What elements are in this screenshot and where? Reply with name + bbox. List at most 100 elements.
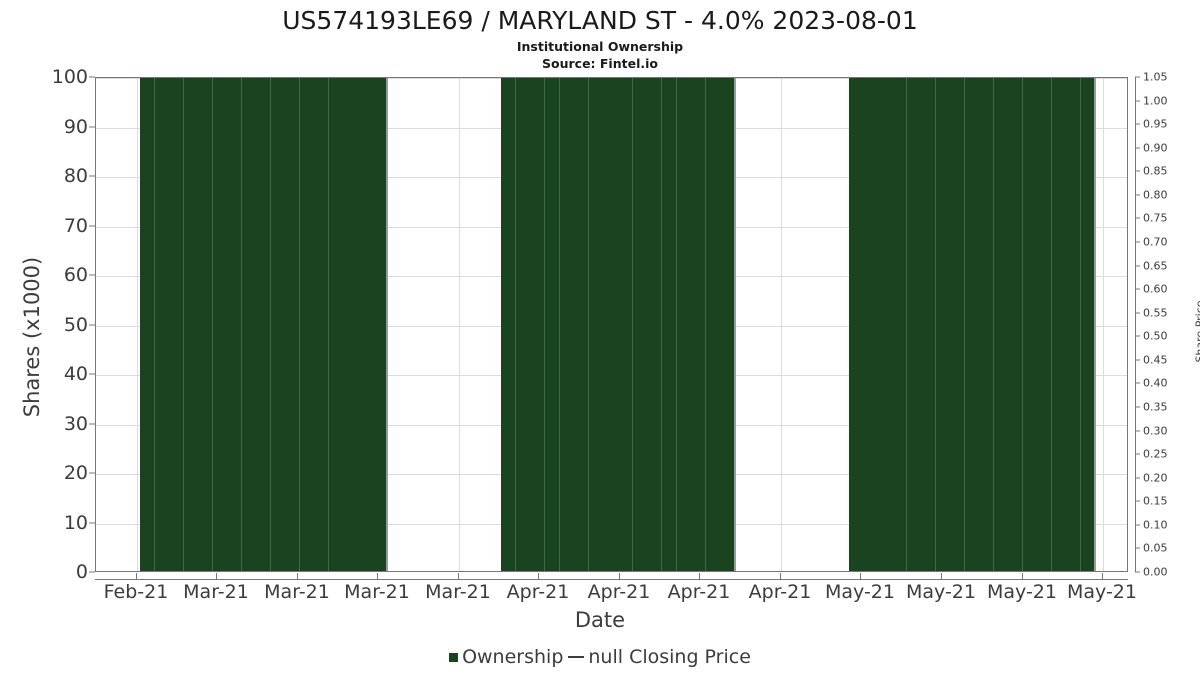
- y-axis-left-tick: [89, 76, 95, 78]
- y-axis-right-tick-label: 1.00: [1143, 94, 1168, 108]
- x-axis-title: Date: [574, 608, 626, 632]
- y-axis-right-tick: [1135, 194, 1140, 196]
- bar[interactable]: [588, 78, 604, 571]
- bar[interactable]: [212, 78, 228, 571]
- x-axis-tick: [699, 573, 700, 580]
- legend-item-closing-price[interactable]: null Closing Price: [568, 646, 751, 668]
- x-axis-tick-label: Mar-21: [344, 581, 410, 603]
- chart-legend: Ownership null Closing Price: [0, 646, 1200, 668]
- bar[interactable]: [285, 78, 301, 571]
- bar[interactable]: [950, 78, 966, 571]
- y-axis-right-tick-label: 0.10: [1143, 518, 1168, 532]
- y-axis-right-tick-label: 0.55: [1143, 306, 1168, 320]
- bar[interactable]: [691, 78, 707, 571]
- bar[interactable]: [1008, 78, 1024, 571]
- y-axis-left-tick: [89, 175, 95, 177]
- y-axis-right-tick-label: 0.00: [1143, 565, 1168, 579]
- y-axis-left-tick: [89, 522, 95, 523]
- bar[interactable]: [705, 78, 721, 571]
- bar[interactable]: [906, 78, 922, 571]
- x-axis-tick: [377, 573, 378, 580]
- x-axis-tick-label: Mar-21: [264, 581, 330, 603]
- bar[interactable]: [515, 78, 531, 571]
- y-axis-right-tick-label: 0.65: [1143, 259, 1168, 273]
- plot-area: [95, 77, 1128, 572]
- bar[interactable]: [720, 78, 736, 571]
- bar[interactable]: [357, 78, 374, 571]
- y-axis-right-line: [1135, 77, 1136, 572]
- bar[interactable]: [1080, 78, 1096, 571]
- y-axis-right-tick: [1135, 477, 1140, 479]
- x-axis-tick: [780, 573, 781, 580]
- bar[interactable]: [647, 78, 663, 571]
- y-axis-left-tick: [89, 274, 95, 276]
- bar[interactable]: [169, 78, 185, 571]
- bar[interactable]: [618, 78, 634, 571]
- y-axis-right-tick: [1135, 170, 1140, 172]
- bar[interactable]: [661, 78, 678, 571]
- y-axis-right-tick-label: 0.15: [1143, 494, 1168, 508]
- y-axis-right-tick-label: 0.90: [1143, 141, 1168, 155]
- bar[interactable]: [849, 78, 865, 571]
- bar[interactable]: [140, 78, 156, 571]
- y-axis-right-tick-label: 0.80: [1143, 188, 1168, 202]
- bar[interactable]: [892, 78, 908, 571]
- bar[interactable]: [603, 78, 619, 571]
- bar[interactable]: [270, 78, 286, 571]
- x-axis-tick: [619, 573, 620, 580]
- bar[interactable]: [676, 78, 692, 571]
- y-axis-right-tick-label: 1.05: [1143, 70, 1168, 84]
- bar[interactable]: [343, 78, 359, 571]
- bar[interactable]: [198, 78, 214, 571]
- y-axis-left-tick-label: 90: [63, 115, 88, 138]
- y-axis-right-tick: [1135, 241, 1140, 243]
- y-axis-left-title: Shares (x1000): [20, 256, 44, 418]
- bar[interactable]: [993, 78, 1009, 571]
- bar[interactable]: [183, 78, 199, 571]
- x-axis-tick: [941, 573, 942, 580]
- x-axis-tick: [1022, 573, 1023, 580]
- bar[interactable]: [530, 78, 546, 571]
- x-axis-tick-label: Mar-21: [425, 581, 491, 603]
- bar[interactable]: [328, 78, 344, 571]
- bar[interactable]: [299, 78, 315, 571]
- y-axis-right-tick: [1135, 500, 1140, 502]
- bar[interactable]: [1037, 78, 1053, 571]
- y-axis-right-tick-label: 0.35: [1143, 400, 1168, 414]
- bar[interactable]: [314, 78, 330, 571]
- y-axis-left-tick: [89, 225, 95, 226]
- y-axis-right-tick: [1135, 453, 1140, 455]
- bar[interactable]: [1022, 78, 1038, 571]
- bar[interactable]: [372, 78, 388, 571]
- bar[interactable]: [559, 78, 575, 571]
- bar[interactable]: [979, 78, 995, 571]
- y-axis-right-tick-label: 0.40: [1143, 376, 1168, 390]
- y-axis-right-title: Share Price: [1193, 300, 1200, 363]
- y-axis-right-tick: [1135, 430, 1140, 432]
- bar[interactable]: [241, 78, 257, 571]
- bar[interactable]: [964, 78, 980, 571]
- y-axis-right-tick-label: 0.45: [1143, 353, 1168, 367]
- bar[interactable]: [1051, 78, 1067, 571]
- bar[interactable]: [227, 78, 243, 571]
- bar[interactable]: [501, 78, 517, 571]
- bar[interactable]: [574, 78, 590, 571]
- y-axis-right-tick: [1135, 524, 1140, 526]
- y-axis-right-tick: [1135, 147, 1140, 149]
- bar[interactable]: [544, 78, 561, 571]
- bar[interactable]: [935, 78, 951, 571]
- bar[interactable]: [877, 78, 893, 571]
- bar[interactable]: [863, 78, 879, 571]
- y-axis-left-tick-label: 10: [63, 511, 88, 534]
- bar[interactable]: [632, 78, 648, 571]
- x-axis-tick-label: Apr-21: [587, 581, 651, 603]
- bar[interactable]: [921, 78, 937, 571]
- x-axis-tick-label: May-21: [987, 581, 1057, 603]
- legend-item-ownership[interactable]: Ownership: [449, 646, 563, 668]
- bar[interactable]: [154, 78, 170, 571]
- y-axis-right-tick-label: 0.70: [1143, 235, 1168, 249]
- chart-subtitle: Institutional Ownership: [516, 39, 684, 54]
- bar[interactable]: [1066, 78, 1082, 571]
- bar[interactable]: [256, 78, 272, 571]
